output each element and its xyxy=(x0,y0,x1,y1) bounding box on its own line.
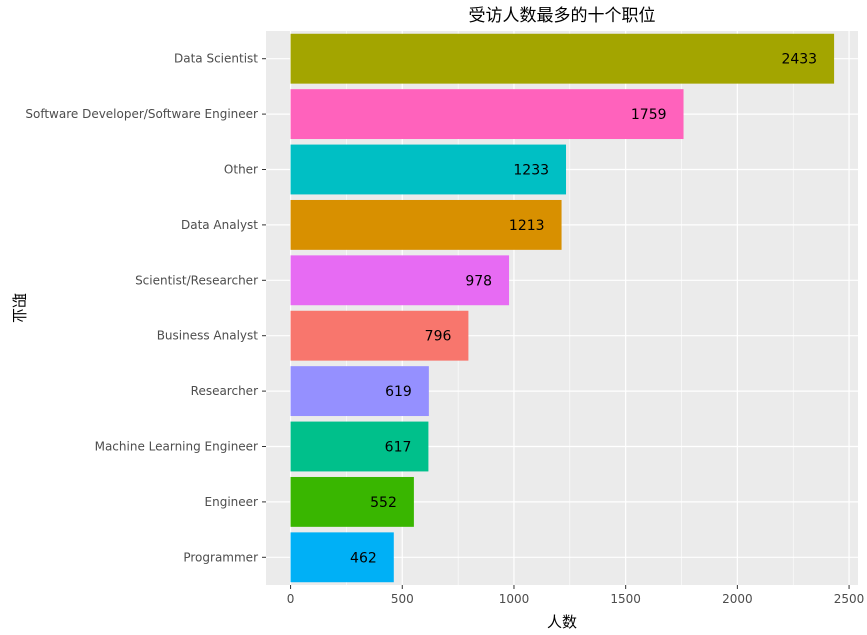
bar xyxy=(290,144,567,195)
y-tick-label: Engineer xyxy=(205,495,259,509)
bar-value-label: 1233 xyxy=(513,163,549,179)
bar xyxy=(290,421,429,472)
y-tick-label: Other xyxy=(224,163,258,177)
y-tick-label: Data Scientist xyxy=(174,52,258,66)
bar-value-label: 619 xyxy=(385,384,412,400)
y-tick-label: Researcher xyxy=(191,384,258,398)
x-tick-label: 0 xyxy=(287,592,295,606)
x-tick-label: 1000 xyxy=(499,592,530,606)
y-tick-label: Software Developer/Software Engineer xyxy=(25,107,258,121)
bars xyxy=(290,33,835,583)
bar-value-label: 462 xyxy=(350,550,377,566)
x-tick-label: 1500 xyxy=(610,592,641,606)
bar-value-label: 1213 xyxy=(509,218,545,234)
x-tick-label: 500 xyxy=(391,592,414,606)
bar xyxy=(290,33,835,84)
y-axis: Data Scientist Software Developer/Softwar… xyxy=(25,52,266,564)
bar xyxy=(290,310,469,361)
data-labels: 2433 1759 1233 1213 978 796 619 617 552 462 xyxy=(350,52,817,567)
bar xyxy=(290,366,429,417)
y-axis-title: 职业 xyxy=(10,293,28,323)
y-tick-label: Machine Learning Engineer xyxy=(95,440,258,454)
bar-value-label: 796 xyxy=(425,329,452,345)
bar xyxy=(290,199,562,250)
bar-value-label: 617 xyxy=(385,440,412,456)
x-axis: 0 500 1000 1500 2000 2500 xyxy=(287,585,865,606)
y-tick-label: Business Analyst xyxy=(157,329,259,343)
bar xyxy=(290,476,414,527)
bar-value-label: 1759 xyxy=(631,107,667,123)
x-tick-label: 2500 xyxy=(834,592,865,606)
x-axis-title: 人数 xyxy=(547,613,577,631)
y-tick-label: Scientist/Researcher xyxy=(135,273,258,287)
y-tick-label: Programmer xyxy=(183,550,258,564)
bar xyxy=(290,89,684,140)
bar xyxy=(290,255,510,306)
bar-value-label: 552 xyxy=(370,495,397,511)
bar-value-label: 2433 xyxy=(781,52,817,68)
y-tick-label: Data Analyst xyxy=(181,218,258,232)
bar-value-label: 978 xyxy=(465,273,492,289)
chart-title: 受访人数最多的十个职位 xyxy=(469,6,656,26)
bar xyxy=(290,532,394,583)
x-tick-label: 2000 xyxy=(722,592,753,606)
